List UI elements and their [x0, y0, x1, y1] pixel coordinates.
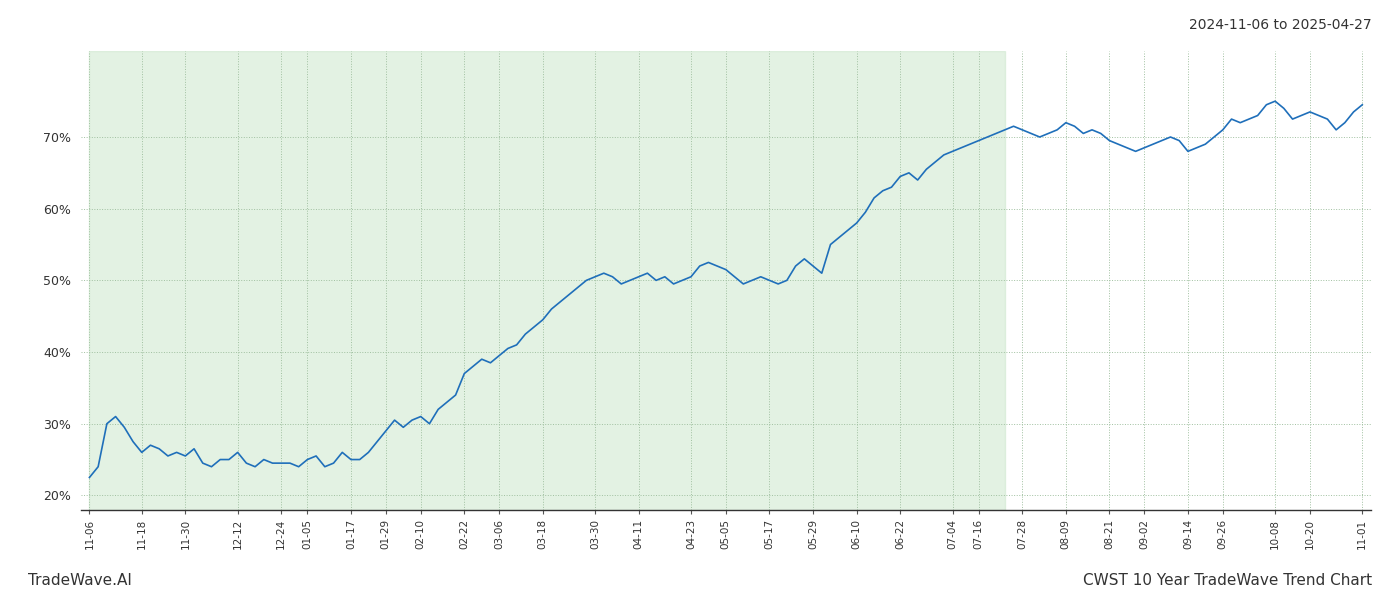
Bar [90, 51, 1005, 510]
Text: CWST 10 Year TradeWave Trend Chart: CWST 10 Year TradeWave Trend Chart [1082, 573, 1372, 588]
Text: 2024-11-06 to 2025-04-27: 2024-11-06 to 2025-04-27 [1190, 18, 1372, 32]
Text: TradeWave.AI: TradeWave.AI [28, 573, 132, 588]
